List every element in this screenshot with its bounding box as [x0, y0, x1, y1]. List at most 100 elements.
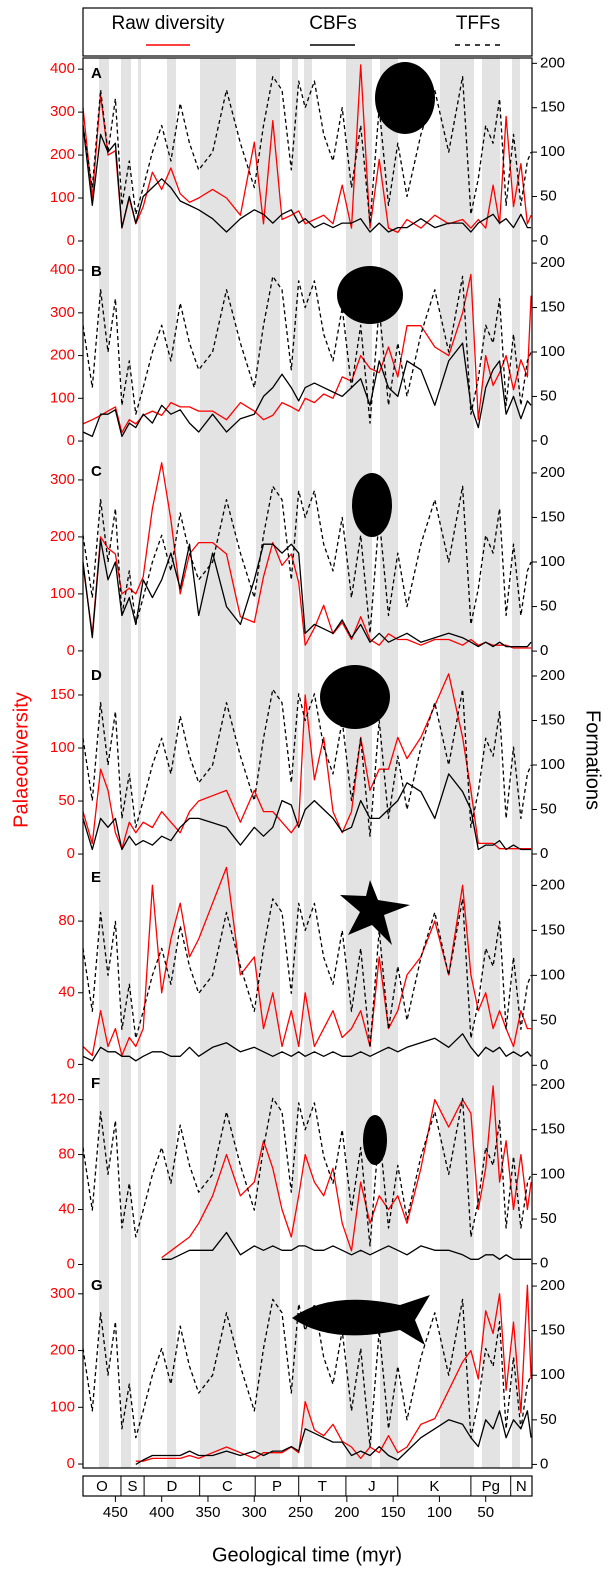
- series-line: [82, 688, 532, 837]
- period-label: N: [516, 1478, 527, 1495]
- y2-tick-label: 50: [540, 387, 557, 404]
- panel-label: B: [91, 263, 102, 280]
- y-tick-label: 100: [50, 585, 75, 602]
- y2-axis-label: Formations: [582, 710, 604, 810]
- legend-label: CBFs: [309, 13, 357, 34]
- period-label: J: [368, 1478, 376, 1495]
- legend-box: [82, 7, 533, 57]
- period-label: T: [318, 1478, 327, 1495]
- y2-tick-label: 200: [540, 254, 565, 271]
- series-line: [82, 866, 532, 1057]
- y-tick-label: 300: [50, 471, 75, 488]
- period-label: S: [128, 1478, 138, 1495]
- series-line: [82, 1097, 532, 1247]
- series-line: [82, 342, 532, 438]
- series-line: [135, 1284, 532, 1462]
- y-tick-label: 0: [67, 642, 75, 659]
- stage-band: [380, 58, 398, 1468]
- x-tick-label: 150: [381, 1504, 406, 1521]
- y-tick-label: 80: [58, 1146, 75, 1163]
- y2-tick-label: 150: [540, 99, 565, 116]
- plots: A0100200300400050100150200B0100200300400…: [50, 54, 565, 1521]
- y-tick-label: 150: [50, 686, 75, 703]
- series-line: [135, 1410, 532, 1465]
- stage-band: [200, 58, 236, 1468]
- stage-band: [292, 58, 298, 1468]
- panel-label: A: [91, 65, 102, 82]
- plot-frame: [82, 57, 533, 1469]
- y2-tick-label: 150: [540, 921, 565, 938]
- y2-tick-label: 150: [540, 299, 565, 316]
- series-line: [82, 539, 532, 648]
- y-tick-label: 0: [67, 1055, 75, 1072]
- x-tick-label: 50: [477, 1504, 494, 1521]
- y2-tick-label: 50: [540, 1210, 557, 1227]
- y2-tick-label: 50: [540, 1411, 557, 1428]
- y2-tick-label: 150: [540, 711, 565, 728]
- y-tick-label: 0: [67, 1255, 75, 1272]
- silhouette: [352, 473, 392, 537]
- series-line: [82, 773, 532, 851]
- y-tick-label: 0: [67, 845, 75, 862]
- y2-tick-label: 100: [540, 143, 565, 160]
- silhouette: [292, 1295, 430, 1345]
- silhouettes: [292, 62, 435, 1345]
- series-line: [82, 1298, 532, 1448]
- period-label: C: [222, 1478, 233, 1495]
- y-tick-label: 100: [50, 739, 75, 756]
- x-axis-label: Geological time (myr): [212, 1544, 402, 1566]
- silhouette: [320, 665, 390, 729]
- y2-tick-label: 0: [540, 642, 548, 659]
- period-label: P: [272, 1478, 282, 1495]
- y2-tick-label: 0: [540, 232, 548, 249]
- series-line: [82, 485, 532, 634]
- y2-tick-label: 0: [540, 1056, 548, 1073]
- x-tick-label: 300: [242, 1504, 267, 1521]
- period-label: Pg: [482, 1478, 500, 1495]
- series-line: [82, 273, 532, 434]
- legend-label: Raw diversity: [112, 13, 225, 34]
- stage-band: [440, 58, 474, 1468]
- series-line: [82, 673, 532, 850]
- y-tick-label: 200: [50, 1342, 75, 1359]
- y2-tick-label: 100: [540, 756, 565, 773]
- y-tick-label: 100: [50, 189, 75, 206]
- y-tick-label: 120: [50, 1091, 75, 1108]
- y2-tick-label: 150: [540, 1322, 565, 1339]
- y-tick-label: 40: [58, 984, 75, 1001]
- y-tick-label: 400: [50, 60, 75, 77]
- y2-tick-label: 100: [540, 966, 565, 983]
- y2-tick-label: 200: [540, 667, 565, 684]
- panel-label: E: [91, 869, 101, 886]
- silhouette: [337, 266, 403, 324]
- y-tick-label: 300: [50, 1285, 75, 1302]
- y2-tick-label: 200: [540, 54, 565, 71]
- x-tick-label: 100: [427, 1504, 452, 1521]
- y-tick-label: 200: [50, 347, 75, 364]
- series-line: [82, 462, 532, 649]
- y2-tick-label: 50: [540, 800, 557, 817]
- y2-tick-label: 100: [540, 1165, 565, 1182]
- y2-tick-label: 50: [540, 187, 557, 204]
- y2-tick-label: 200: [540, 1076, 565, 1093]
- series-line: [82, 64, 532, 234]
- y2-tick-label: 100: [540, 1366, 565, 1383]
- series-line: [82, 275, 532, 424]
- series-line: [82, 125, 532, 233]
- y-axis-label: Palaeodiversity: [10, 692, 32, 828]
- y-tick-label: 40: [58, 1201, 75, 1218]
- panel-label: G: [91, 1277, 103, 1294]
- stage-band: [99, 58, 109, 1468]
- y-tick-label: 0: [67, 232, 75, 249]
- silhouette: [375, 62, 435, 134]
- period-label: D: [166, 1478, 177, 1495]
- y2-tick-label: 0: [540, 1255, 548, 1272]
- y2-tick-label: 0: [540, 432, 548, 449]
- y-tick-label: 100: [50, 389, 75, 406]
- y2-tick-label: 0: [540, 845, 548, 862]
- x-tick-label: 250: [288, 1504, 313, 1521]
- series-line: [161, 1231, 532, 1260]
- y2-tick-label: 0: [540, 1455, 548, 1472]
- series-line: [161, 1085, 532, 1259]
